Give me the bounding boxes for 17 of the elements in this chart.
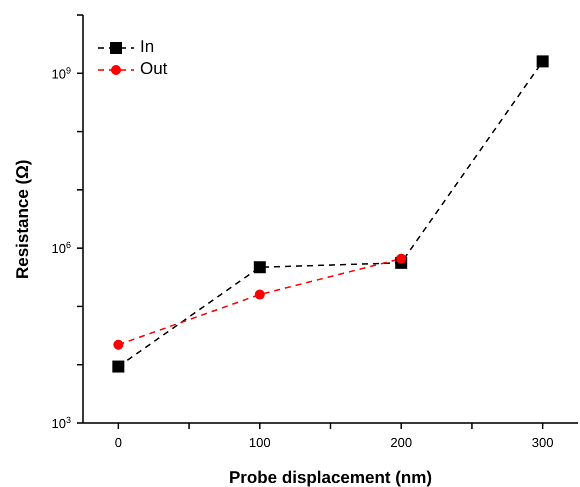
y-tick-label: 10$^{3}$ [52,415,71,431]
x-tick-label: 100 [248,435,271,450]
point [536,55,549,68]
x-tick-label: 200 [390,435,412,450]
point [112,360,124,373]
y-tick-label: 10$^{9}$ [52,65,71,82]
point [254,261,266,274]
y-tick-label: 10$^{6}$ [52,240,71,256]
y-axis-title: Resistance (Ω) [13,160,32,279]
x-tick-label: 0 [114,435,122,450]
legend-label: In [140,37,154,56]
x-tick-label: 300 [532,435,554,450]
legend-label: Out [140,59,168,78]
point [396,254,406,264]
point [254,290,265,300]
x-axis-title: Probe displacement (nm) [228,468,432,487]
point [113,340,124,350]
